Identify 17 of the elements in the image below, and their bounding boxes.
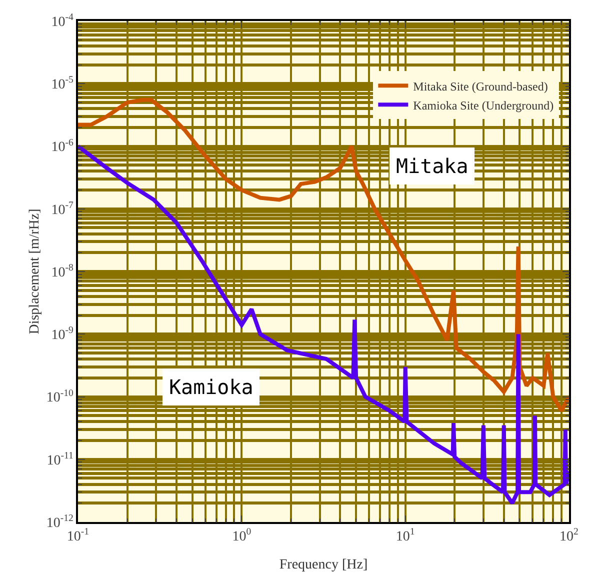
annotation: Mitaka <box>396 154 468 178</box>
x-tick-label: 10$^{2}$ <box>560 526 579 545</box>
y-tick-label: 10$^{-6}$ <box>51 137 74 156</box>
y-tick-label: 10$^{-10}$ <box>46 388 74 406</box>
y-tick-label: 10$^{-5}$ <box>51 74 74 93</box>
x-tick-label: 10$^{1}$ <box>396 526 415 545</box>
y-tick-label: 10$^{-8}$ <box>51 262 74 280</box>
y-tick-label: 10$^{-4}$ <box>51 12 74 30</box>
y-tick-label: 10$^{-9}$ <box>51 325 74 344</box>
x-tick-label: 10$^{0}$ <box>232 526 252 545</box>
x-axis-title: Frequency [Hz] <box>279 557 368 572</box>
legend-label: Mitaka Site (Ground-based) <box>413 79 548 94</box>
y-axis-title: Displacement [m/rHz] <box>27 208 42 334</box>
legend-label: Kamioka Site (Underground) <box>413 98 554 112</box>
annotation: Kamioka <box>169 375 254 399</box>
y-tick-label: 10$^{-11}$ <box>46 450 74 468</box>
y-tick-label: 10$^{-7}$ <box>51 200 74 218</box>
